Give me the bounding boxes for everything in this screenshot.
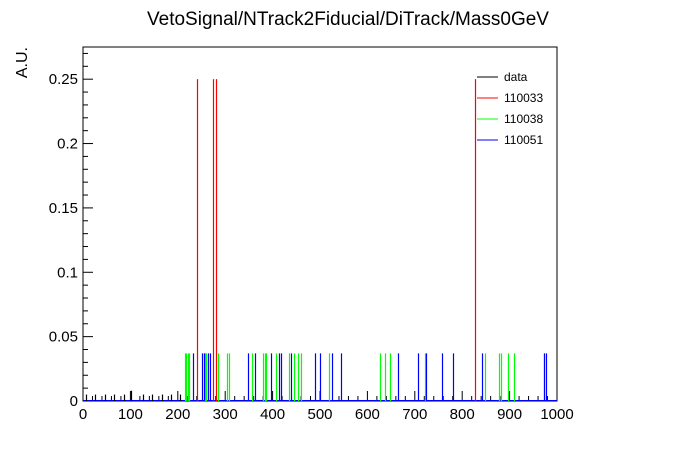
series-110051 [192,353,548,401]
x-tick-label: 400 [260,406,285,423]
x-tick-label: 800 [450,406,475,423]
x-tick-label: 700 [402,406,427,423]
x-tick-label: 100 [118,406,143,423]
legend: data 110033 110038 110051 [477,70,543,147]
x-tick-label: 600 [355,406,380,423]
legend-label-110038: 110038 [504,112,543,126]
legend-label-110033: 110033 [504,91,543,105]
y-tick-label: 0.1 [57,264,78,281]
x-tick-label: 0 [79,406,87,423]
y-tick-label: 0.15 [49,200,78,217]
plot-frame [82,46,558,402]
x-tick-label: 500 [307,406,332,423]
x-tick-label: 300 [213,406,238,423]
y-tick-label: 0.2 [57,136,78,153]
chart-title: VetoSignal/NTrack2Fiducial/DiTrack/Mass0… [147,9,549,30]
y-tick-label: 0.05 [49,329,78,346]
y-axis-title: A.U. [14,47,31,78]
x-tick-label: 200 [165,406,190,423]
series-110033 [196,79,477,401]
x-tick-label: 1000 [540,406,573,423]
x-tick-label: 900 [497,406,522,423]
series-110038 [184,353,546,401]
legend-label-data: data [504,70,528,84]
legend-label-110051: 110051 [504,133,543,147]
y-tick-label: 0.25 [49,71,78,88]
series-data [85,390,182,401]
y-tick-label: 0 [70,393,78,410]
